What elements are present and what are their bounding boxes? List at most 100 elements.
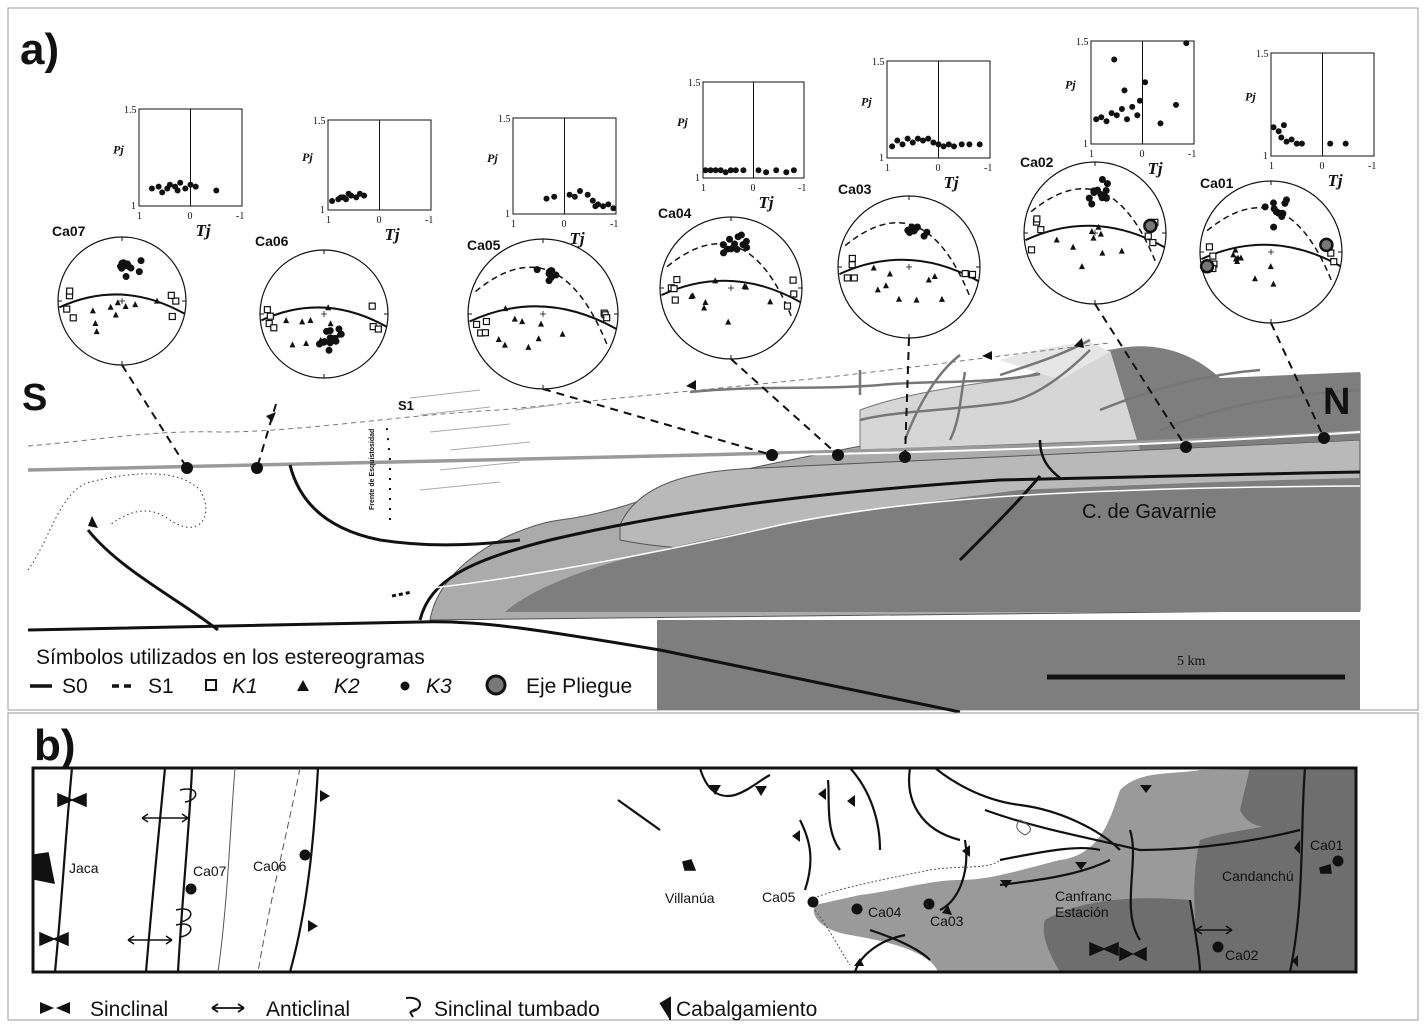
- site-ca06: [251, 119, 432, 474]
- k1-symbol: [205, 679, 217, 691]
- plot-y-bottom: 1: [695, 173, 700, 184]
- k2-marker: [317, 336, 324, 343]
- plot-xlabel: Tj: [1328, 171, 1343, 190]
- plot-y-bottom: 1: [1263, 151, 1268, 162]
- k3-marker: [533, 266, 541, 274]
- anticlinal-symbol: [211, 1003, 245, 1013]
- plot-ylabel: Pj: [1065, 78, 1076, 92]
- pj-tj-point: [1280, 122, 1287, 129]
- k2-marker: [688, 293, 695, 300]
- pj-tj-point: [755, 167, 762, 174]
- k1-marker: [1330, 258, 1338, 266]
- plot-x-right: -1: [236, 211, 244, 222]
- k2-marker: [502, 305, 509, 312]
- plot-y-bottom: 1: [131, 201, 136, 212]
- dotted-fold: [27, 473, 207, 571]
- k1-marker: [790, 290, 798, 298]
- map-site-ca01: [1332, 855, 1344, 867]
- panel-b: b): [7, 712, 1419, 1021]
- pj-tj-point: [712, 167, 719, 174]
- k2-marker: [1078, 263, 1085, 270]
- plot-x-right: -1: [1188, 149, 1196, 160]
- k1-marker: [374, 325, 382, 333]
- thrust-fault-2: [418, 470, 1361, 621]
- pj-tj-point: [543, 195, 550, 202]
- site-point-ca04: [832, 449, 844, 461]
- plot-x-mid: 0: [1320, 161, 1325, 172]
- k3-marker: [1272, 208, 1280, 216]
- stereonet-ca03: [837, 195, 981, 339]
- plot-x-left: 1: [885, 163, 890, 174]
- k1-marker: [961, 269, 969, 278]
- pj-tj-point: [976, 141, 983, 148]
- plot-xlabel: Tj: [1148, 159, 1163, 178]
- k1-marker: [673, 275, 681, 284]
- pj-tj-point: [1136, 97, 1143, 104]
- short-thrust: [1038, 439, 1061, 479]
- pj-tj-point: [592, 203, 599, 210]
- plot-y-top: 1.5: [872, 57, 885, 68]
- pj-tj-point: [605, 201, 612, 208]
- pj-tj-point: [1111, 56, 1118, 63]
- k3-marker: [326, 339, 334, 347]
- k1-marker: [265, 319, 273, 328]
- k2-marker: [303, 340, 310, 347]
- gavarnie-label: C. de Gavarnie: [1082, 501, 1217, 523]
- k2-marker: [93, 328, 100, 335]
- site-ca05: [467, 117, 778, 461]
- tumbado-symbol: [405, 996, 421, 1018]
- plot-x-left: 1: [701, 183, 706, 194]
- k3-marker: [734, 233, 742, 241]
- pj-tj-plot-ca05: [512, 117, 617, 215]
- pj-tj-point: [600, 203, 607, 210]
- pj-tj-point: [722, 169, 729, 176]
- pj-tj-point: [1124, 116, 1130, 123]
- legend-s1: S1: [148, 675, 174, 698]
- k3-marker: [321, 337, 329, 345]
- pj-tj-point: [343, 196, 349, 203]
- pj-tj-point: [551, 193, 558, 200]
- map-site-ca03: [923, 898, 935, 910]
- pj-tj-point: [763, 169, 770, 176]
- plot-x-mid: 0: [936, 163, 941, 174]
- map-label-ca06: Ca06: [253, 858, 287, 874]
- fold-axis-marker: [1319, 237, 1334, 253]
- k3-marker: [1269, 199, 1277, 207]
- k3-marker: [719, 241, 727, 249]
- stereonet-ca05: [467, 238, 619, 390]
- plot-xlabel: Tj: [759, 193, 774, 212]
- plot-x-mid: 0: [1140, 149, 1145, 160]
- k2-symbol: [297, 680, 309, 691]
- pj-tj-point: [361, 192, 368, 199]
- k1-marker: [472, 320, 481, 329]
- k1-marker: [850, 274, 858, 282]
- pj-tj-point: [1327, 140, 1334, 147]
- k1-marker: [167, 291, 175, 299]
- k2-marker: [1118, 247, 1125, 254]
- site-label-ca06: Ca06: [255, 233, 289, 249]
- sinclinal-symbol: [40, 1002, 70, 1014]
- pj-tj-point: [174, 187, 181, 194]
- map-site-ca06: [299, 849, 311, 861]
- k2-marker: [559, 330, 566, 337]
- s1-great-circle: [666, 242, 793, 317]
- k1-marker: [172, 297, 180, 305]
- pj-tj-point: [1129, 103, 1136, 110]
- s1-great-circle: [844, 221, 971, 296]
- k2-marker: [511, 315, 518, 322]
- pj-tj-point: [329, 198, 336, 204]
- thrust-fault-3: [86, 529, 219, 632]
- map-label-ca07: Ca07: [193, 863, 227, 879]
- frente-line: [385, 419, 391, 520]
- plot-xlabel: Tj: [944, 173, 959, 192]
- pj-tj-point: [1118, 106, 1125, 112]
- k1-marker: [848, 261, 856, 269]
- pj-tj-point: [571, 193, 578, 200]
- pj-tj-point: [584, 191, 591, 198]
- k3-marker: [1270, 223, 1278, 231]
- k3-marker: [1085, 194, 1093, 202]
- pj-tj-point: [783, 169, 790, 176]
- plot-y-top: 1.5: [1256, 49, 1269, 60]
- plot-ylabel: Pj: [113, 143, 124, 157]
- plot-x-right: -1: [610, 219, 618, 230]
